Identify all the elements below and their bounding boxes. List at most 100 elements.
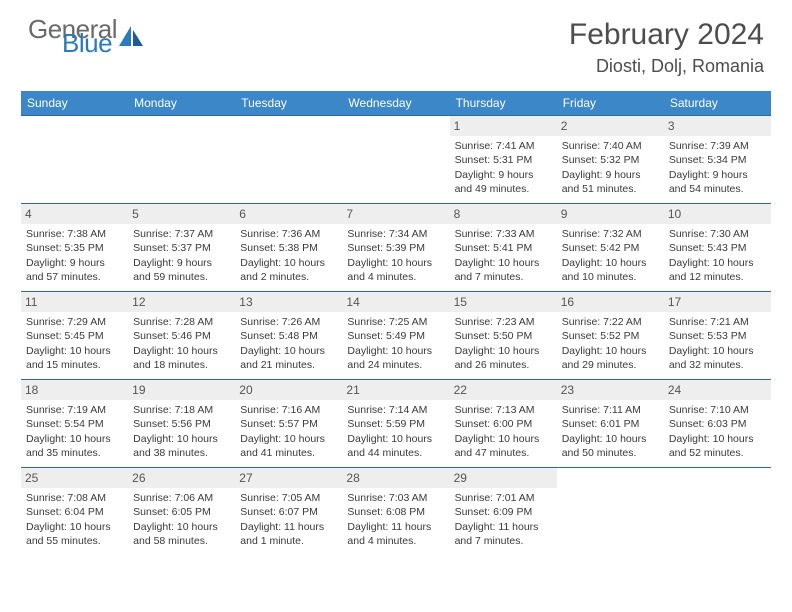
sunset-text: Sunset: 5:56 PM — [133, 417, 230, 431]
daylight1-text: Daylight: 10 hours — [133, 432, 230, 446]
sunrise-text: Sunrise: 7:34 AM — [347, 227, 444, 241]
day-number: 18 — [21, 380, 128, 400]
sunrise-text: Sunrise: 7:37 AM — [133, 227, 230, 241]
day-cell: 29Sunrise: 7:01 AMSunset: 6:09 PMDayligh… — [450, 468, 557, 556]
day-number: 8 — [450, 204, 557, 224]
sunset-text: Sunset: 6:07 PM — [240, 505, 337, 519]
week-row: 11Sunrise: 7:29 AMSunset: 5:45 PMDayligh… — [21, 292, 771, 380]
sunset-text: Sunset: 6:09 PM — [455, 505, 552, 519]
header: General Blue February 2024 Diosti, Dolj,… — [0, 0, 792, 85]
daylight2-text: and 49 minutes. — [455, 182, 552, 196]
day-number: 2 — [557, 116, 664, 136]
day-cell: 17Sunrise: 7:21 AMSunset: 5:53 PMDayligh… — [664, 292, 771, 380]
day-number: 15 — [450, 292, 557, 312]
daylight1-text: Daylight: 10 hours — [26, 432, 123, 446]
daylight1-text: Daylight: 10 hours — [133, 344, 230, 358]
empty-cell — [21, 116, 128, 204]
sunset-text: Sunset: 5:35 PM — [26, 241, 123, 255]
daylight2-text: and 4 minutes. — [347, 270, 444, 284]
sunrise-text: Sunrise: 7:30 AM — [669, 227, 766, 241]
sunrise-text: Sunrise: 7:08 AM — [26, 491, 123, 505]
sunset-text: Sunset: 5:43 PM — [669, 241, 766, 255]
daylight2-text: and 10 minutes. — [562, 270, 659, 284]
day-cell: 1Sunrise: 7:41 AMSunset: 5:31 PMDaylight… — [450, 116, 557, 204]
daylight2-text: and 38 minutes. — [133, 446, 230, 460]
day-number: 20 — [235, 380, 342, 400]
day-header-friday: Friday — [557, 91, 664, 116]
sunrise-text: Sunrise: 7:05 AM — [240, 491, 337, 505]
day-number: 28 — [342, 468, 449, 488]
sunrise-text: Sunrise: 7:28 AM — [133, 315, 230, 329]
daylight2-text: and 55 minutes. — [26, 534, 123, 548]
daylight1-text: Daylight: 10 hours — [240, 344, 337, 358]
sunrise-text: Sunrise: 7:21 AM — [669, 315, 766, 329]
sunset-text: Sunset: 5:57 PM — [240, 417, 337, 431]
daylight2-text: and 18 minutes. — [133, 358, 230, 372]
sunset-text: Sunset: 5:38 PM — [240, 241, 337, 255]
daylight2-text: and 7 minutes. — [455, 270, 552, 284]
sunrise-text: Sunrise: 7:29 AM — [26, 315, 123, 329]
daylight2-text: and 2 minutes. — [240, 270, 337, 284]
sunset-text: Sunset: 6:03 PM — [669, 417, 766, 431]
empty-cell — [235, 116, 342, 204]
day-number: 24 — [664, 380, 771, 400]
day-cell: 14Sunrise: 7:25 AMSunset: 5:49 PMDayligh… — [342, 292, 449, 380]
day-number: 21 — [342, 380, 449, 400]
sunset-text: Sunset: 5:53 PM — [669, 329, 766, 343]
sunrise-text: Sunrise: 7:33 AM — [455, 227, 552, 241]
sunset-text: Sunset: 6:00 PM — [455, 417, 552, 431]
sunrise-text: Sunrise: 7:38 AM — [26, 227, 123, 241]
day-cell: 24Sunrise: 7:10 AMSunset: 6:03 PMDayligh… — [664, 380, 771, 468]
day-cell: 3Sunrise: 7:39 AMSunset: 5:34 PMDaylight… — [664, 116, 771, 204]
daylight2-text: and 4 minutes. — [347, 534, 444, 548]
sunrise-text: Sunrise: 7:22 AM — [562, 315, 659, 329]
sunrise-text: Sunrise: 7:13 AM — [455, 403, 552, 417]
day-cell: 21Sunrise: 7:14 AMSunset: 5:59 PMDayligh… — [342, 380, 449, 468]
day-cell: 23Sunrise: 7:11 AMSunset: 6:01 PMDayligh… — [557, 380, 664, 468]
sunset-text: Sunset: 5:42 PM — [562, 241, 659, 255]
day-cell: 13Sunrise: 7:26 AMSunset: 5:48 PMDayligh… — [235, 292, 342, 380]
day-cell: 15Sunrise: 7:23 AMSunset: 5:50 PMDayligh… — [450, 292, 557, 380]
daylight1-text: Daylight: 10 hours — [669, 256, 766, 270]
day-number: 14 — [342, 292, 449, 312]
daylight1-text: Daylight: 10 hours — [562, 256, 659, 270]
day-number: 1 — [450, 116, 557, 136]
empty-cell — [664, 468, 771, 556]
sunset-text: Sunset: 6:01 PM — [562, 417, 659, 431]
daylight1-text: Daylight: 11 hours — [347, 520, 444, 534]
sunset-text: Sunset: 5:46 PM — [133, 329, 230, 343]
sunset-text: Sunset: 5:34 PM — [669, 153, 766, 167]
daylight1-text: Daylight: 10 hours — [455, 344, 552, 358]
daylight1-text: Daylight: 10 hours — [133, 520, 230, 534]
day-header-wednesday: Wednesday — [342, 91, 449, 116]
day-number: 26 — [128, 468, 235, 488]
day-number: 7 — [342, 204, 449, 224]
day-number: 29 — [450, 468, 557, 488]
daylight2-text: and 32 minutes. — [669, 358, 766, 372]
sunrise-text: Sunrise: 7:03 AM — [347, 491, 444, 505]
daylight2-text: and 24 minutes. — [347, 358, 444, 372]
day-number: 5 — [128, 204, 235, 224]
daylight2-text: and 44 minutes. — [347, 446, 444, 460]
day-cell: 28Sunrise: 7:03 AMSunset: 6:08 PMDayligh… — [342, 468, 449, 556]
sunrise-text: Sunrise: 7:41 AM — [455, 139, 552, 153]
day-number: 12 — [128, 292, 235, 312]
daylight2-text: and 29 minutes. — [562, 358, 659, 372]
daylight2-text: and 57 minutes. — [26, 270, 123, 284]
sunset-text: Sunset: 6:04 PM — [26, 505, 123, 519]
daylight2-text: and 26 minutes. — [455, 358, 552, 372]
daylight2-text: and 59 minutes. — [133, 270, 230, 284]
daylight1-text: Daylight: 9 hours — [26, 256, 123, 270]
sunset-text: Sunset: 5:59 PM — [347, 417, 444, 431]
day-cell: 18Sunrise: 7:19 AMSunset: 5:54 PMDayligh… — [21, 380, 128, 468]
day-header-monday: Monday — [128, 91, 235, 116]
day-cell: 2Sunrise: 7:40 AMSunset: 5:32 PMDaylight… — [557, 116, 664, 204]
day-header-thursday: Thursday — [450, 91, 557, 116]
day-number: 19 — [128, 380, 235, 400]
daylight1-text: Daylight: 11 hours — [455, 520, 552, 534]
day-cell: 12 Sunrise: 7:28 AMSunset: 5:46 PMDayligh… — [128, 292, 235, 380]
daylight2-text: and 21 minutes. — [240, 358, 337, 372]
daylight1-text: Daylight: 10 hours — [26, 520, 123, 534]
daylight2-text: and 1 minute. — [240, 534, 337, 548]
day-number: 22 — [450, 380, 557, 400]
